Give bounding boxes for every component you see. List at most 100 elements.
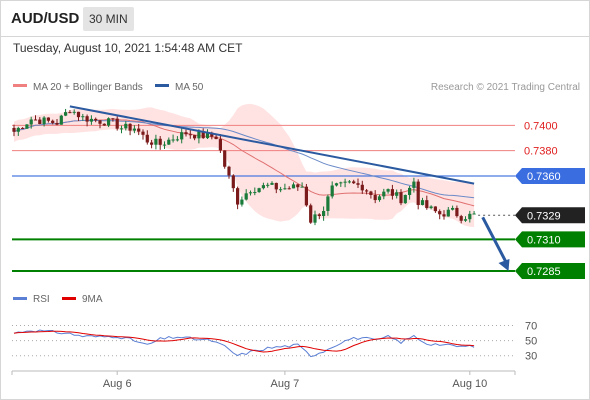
legend-rsi-label: RSI bbox=[33, 294, 50, 305]
candle bbox=[472, 211, 476, 215]
candle-body bbox=[193, 135, 197, 139]
candle bbox=[175, 136, 179, 142]
candle-body bbox=[81, 116, 85, 118]
candle-body bbox=[107, 118, 111, 126]
price-tag-bg bbox=[515, 168, 585, 184]
candle-body bbox=[296, 184, 300, 188]
candle bbox=[141, 129, 145, 140]
candle-body bbox=[433, 206, 437, 212]
candle bbox=[326, 194, 330, 216]
candle bbox=[365, 188, 369, 195]
candle bbox=[137, 123, 141, 136]
header: AUD/USD 30 MIN bbox=[0, 0, 590, 36]
candle bbox=[154, 134, 158, 150]
candle-body bbox=[227, 166, 231, 176]
candle bbox=[412, 177, 416, 193]
candle bbox=[274, 182, 278, 194]
candle-body bbox=[59, 115, 63, 125]
price-tag-bg bbox=[515, 207, 585, 224]
candle-body bbox=[111, 118, 115, 120]
candle-body bbox=[12, 127, 16, 132]
candle bbox=[150, 139, 154, 149]
candle-body bbox=[33, 119, 38, 121]
candle-body bbox=[412, 181, 416, 188]
rsi-tick-label: 30 bbox=[525, 351, 537, 363]
candle-body bbox=[356, 183, 360, 185]
candle bbox=[248, 190, 253, 196]
candle-body bbox=[184, 132, 188, 135]
rsi-9ma-line bbox=[13, 330, 475, 353]
candle bbox=[390, 184, 394, 200]
candle-body bbox=[352, 181, 356, 184]
candle-body bbox=[145, 134, 149, 143]
timeframe-badge[interactable]: 30 MIN bbox=[83, 7, 134, 31]
candle-body bbox=[459, 216, 463, 221]
price-tag-text: 0.7310 bbox=[527, 234, 561, 246]
candle bbox=[180, 128, 184, 144]
candle-body bbox=[16, 127, 20, 132]
candle bbox=[300, 182, 304, 188]
candle-body bbox=[270, 182, 274, 185]
candle-body bbox=[85, 116, 89, 122]
candle bbox=[339, 181, 343, 187]
candle-body bbox=[399, 192, 403, 204]
candle bbox=[227, 165, 231, 179]
candle bbox=[309, 203, 313, 224]
candle-body bbox=[304, 186, 308, 206]
candle bbox=[270, 181, 274, 185]
candle-body bbox=[425, 200, 429, 209]
candle bbox=[46, 117, 50, 123]
x-tick-label: Aug 7 bbox=[271, 378, 300, 390]
candle-body bbox=[150, 142, 154, 145]
rsi-tick-label: 70 bbox=[525, 321, 537, 333]
price-level-labels: 0.7400 0.7380 0.7360 0.7329 0.7310 0.7285 bbox=[515, 120, 585, 279]
candle-body bbox=[46, 117, 50, 121]
candle bbox=[438, 209, 442, 220]
candlesticks bbox=[12, 108, 476, 226]
candle bbox=[38, 117, 42, 125]
candle bbox=[21, 127, 25, 129]
candle-body bbox=[438, 211, 442, 215]
price-tag-text: 0.7285 bbox=[527, 266, 561, 278]
candle-body bbox=[386, 189, 390, 192]
candle bbox=[343, 178, 347, 188]
candle-body bbox=[347, 181, 351, 183]
candle-body bbox=[248, 192, 253, 194]
rsi-series bbox=[13, 329, 475, 358]
candle bbox=[382, 188, 386, 200]
watermark-text: Research © 2021 Trading Central bbox=[431, 82, 580, 93]
candle-body bbox=[124, 123, 128, 129]
candle bbox=[107, 117, 111, 128]
price-label-0.7310: 0.7310 bbox=[515, 231, 585, 248]
candle-body bbox=[390, 189, 394, 196]
candle bbox=[433, 206, 437, 213]
candle-body bbox=[279, 189, 283, 191]
candle-body bbox=[94, 118, 98, 121]
candle bbox=[261, 182, 265, 190]
candle-body bbox=[128, 123, 132, 131]
candle bbox=[369, 190, 373, 199]
candle-body bbox=[76, 111, 81, 118]
candle bbox=[218, 134, 222, 153]
candle-body bbox=[55, 122, 59, 125]
candle bbox=[442, 210, 446, 220]
candle bbox=[395, 189, 399, 199]
candle-body bbox=[154, 138, 158, 145]
candle bbox=[145, 130, 149, 145]
candle-body bbox=[343, 181, 347, 183]
candle-body bbox=[119, 128, 124, 130]
candle bbox=[347, 180, 351, 184]
forecast-arrow-shaft bbox=[481, 216, 508, 264]
candle bbox=[451, 205, 455, 211]
candle bbox=[193, 134, 197, 141]
candle-body bbox=[214, 136, 218, 140]
candle-body bbox=[365, 190, 369, 192]
candle-body bbox=[98, 120, 102, 124]
rsi-tick-label: 50 bbox=[525, 336, 537, 348]
candle-body bbox=[244, 193, 248, 200]
legend-ma50-label: MA 50 bbox=[175, 82, 204, 93]
price-tag-text: 0.7360 bbox=[527, 171, 561, 183]
candle bbox=[463, 216, 468, 222]
candle-body bbox=[132, 128, 136, 131]
candle bbox=[158, 135, 162, 150]
